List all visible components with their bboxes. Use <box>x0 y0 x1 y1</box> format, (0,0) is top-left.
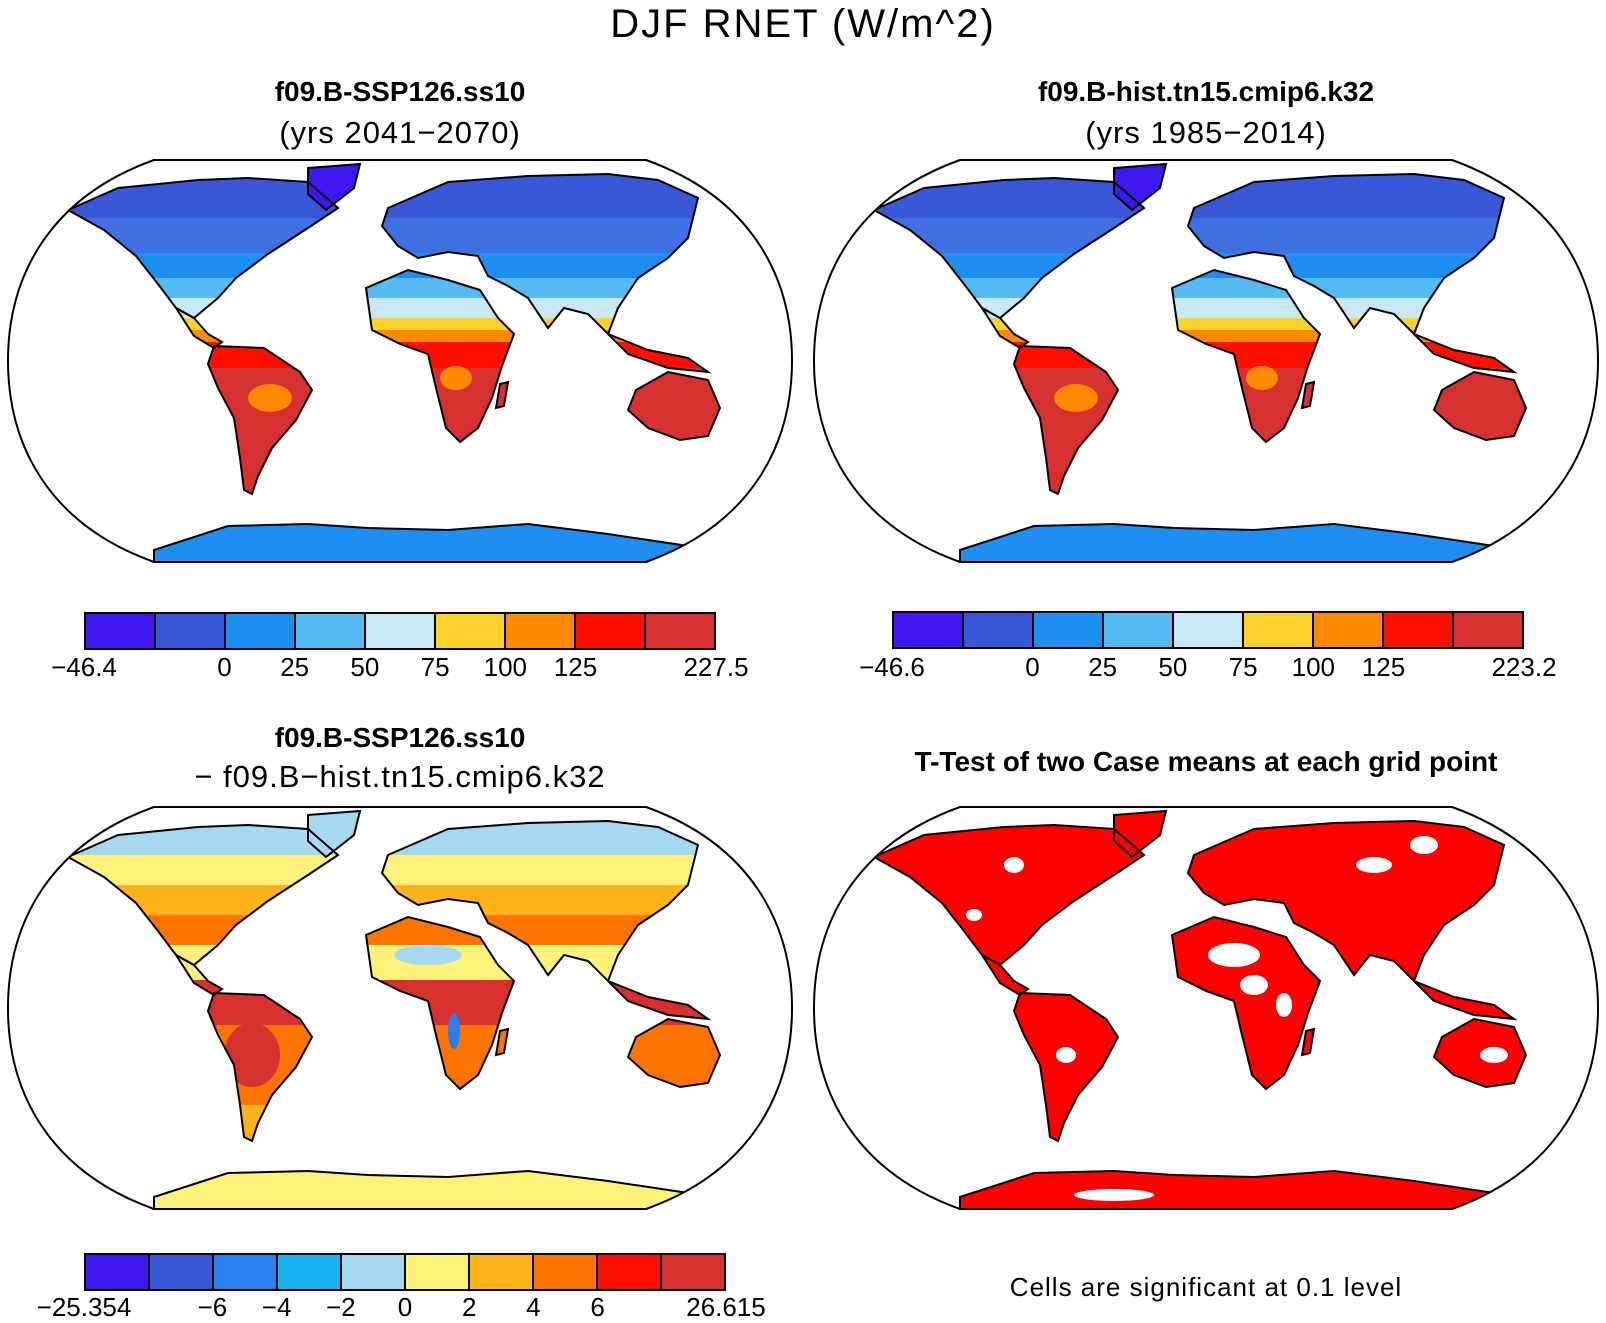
colorbar-swatch <box>894 613 964 647</box>
panel-1-title: f09.B-SSP126.ss10 <box>274 76 526 107</box>
colorbar-tick-label: 0 <box>1025 652 1040 682</box>
colorbar-tick-label: 25 <box>280 652 310 682</box>
map-frame <box>6 159 794 563</box>
coastlines <box>871 809 1528 1209</box>
colorbar-tick-label: −4 <box>261 1292 292 1322</box>
coastlines <box>871 162 1528 562</box>
panel-1-colorbar-labels: −46.4 0 25 50 75 100 125 227.5 <box>51 652 748 686</box>
colorbar-swatch <box>296 614 366 648</box>
colorbar-tick-label: 2 <box>461 1292 477 1322</box>
colorbar-swatch <box>470 1255 534 1289</box>
colorbar-swatch <box>366 614 436 648</box>
colorbar-tick-label: 100 <box>1291 652 1336 682</box>
figure-title: DJF RNET (W/m^2) <box>610 2 996 46</box>
panel-2-subtitle: (yrs 1985−2014) <box>1085 115 1327 150</box>
colorbar-swatch <box>226 614 296 648</box>
colorbar-swatch <box>406 1255 470 1289</box>
colorbar-swatch <box>662 1255 724 1289</box>
colorbar-swatch <box>1314 613 1384 647</box>
colorbar-swatch <box>646 614 714 648</box>
colorbar-swatch <box>576 614 646 648</box>
colorbar-swatch <box>598 1255 662 1289</box>
colorbar-swatch <box>436 614 506 648</box>
panel-3-colorbar <box>84 1253 726 1291</box>
colorbar-swatch <box>964 613 1034 647</box>
colorbar-tick-label: 223.2 <box>1491 652 1557 682</box>
colorbar-tick-label: −25.354 <box>36 1292 132 1322</box>
colorbar-tick-label: 125 <box>1361 652 1406 682</box>
coastlines <box>65 809 722 1209</box>
map-frame <box>812 159 1600 563</box>
colorbar-swatch <box>86 1255 150 1289</box>
colorbar-tick-label: −46.4 <box>51 652 117 682</box>
colorbar-tick-label: 0 <box>397 1292 413 1322</box>
panel-3-subtitle: − f09.B−hist.tn15.cmip6.k32 <box>194 759 606 794</box>
panel-1-map <box>6 159 794 563</box>
colorbar-swatch <box>150 1255 214 1289</box>
colorbar-tick-label: 4 <box>526 1292 541 1322</box>
panel-3-map <box>6 806 794 1210</box>
colorbar-tick-label: 100 <box>483 652 528 682</box>
panel-4-map <box>812 806 1600 1210</box>
colorbar-swatch <box>214 1255 278 1289</box>
panel-1-subtitle: (yrs 2041−2070) <box>279 115 521 150</box>
colorbar-swatch <box>1454 613 1522 647</box>
land-fill <box>68 164 720 562</box>
colorbar-swatch <box>1034 613 1104 647</box>
panel-2-map <box>812 159 1600 563</box>
colorbar-swatch <box>534 1255 598 1289</box>
colorbar-tick-label: 75 <box>420 652 450 682</box>
colorbar-tick-label: 0 <box>217 652 232 682</box>
colorbar-tick-label: −46.6 <box>859 652 925 682</box>
panel-3-title: f09.B-SSP126.ss10 <box>274 722 526 753</box>
panel-3-colorbar-labels: −25.354 −6 −4 −2 0 2 4 6 26.615 <box>37 1292 766 1322</box>
panel-4-significance-note: Cells are significant at 0.1 level <box>1009 1272 1403 1302</box>
colorbar-swatch <box>1104 613 1174 647</box>
colorbar-swatch <box>278 1255 342 1289</box>
colorbar-swatch <box>1174 613 1244 647</box>
panel-4-title: T-Test of two Case means at each grid po… <box>914 746 1498 777</box>
colorbar-tick-label: 125 <box>553 652 598 682</box>
colorbar-tick-label: 6 <box>590 1292 605 1322</box>
panel-2-title: f09.B-hist.tn15.cmip6.k32 <box>1037 76 1375 107</box>
colorbar-tick-label: −2 <box>325 1292 356 1322</box>
colorbar-swatch <box>86 614 156 648</box>
colorbar-tick-label: 50 <box>1158 652 1188 682</box>
map-frame <box>6 806 794 1210</box>
colorbar-swatch <box>1384 613 1454 647</box>
colorbar-tick-label: −6 <box>197 1292 228 1322</box>
land-fill <box>68 811 720 1209</box>
panel-1-colorbar <box>84 612 716 650</box>
colorbar-tick-label: 75 <box>1228 652 1258 682</box>
coastlines <box>65 162 722 562</box>
land-fill <box>874 164 1526 562</box>
panel-2-colorbar-labels: −46.6 0 25 50 75 100 125 223.2 <box>859 652 1556 686</box>
map-frame <box>812 806 1600 1210</box>
land-fill <box>874 811 1526 1209</box>
colorbar-swatch <box>156 614 226 648</box>
colorbar-swatch <box>1244 613 1314 647</box>
colorbar-tick-label: 25 <box>1088 652 1118 682</box>
colorbar-tick-label: 50 <box>350 652 380 682</box>
colorbar-tick-label: 227.5 <box>683 652 749 682</box>
colorbar-tick-label: 26.615 <box>686 1292 766 1322</box>
colorbar-swatch <box>342 1255 406 1289</box>
panel-2-colorbar <box>892 611 1524 649</box>
colorbar-swatch <box>506 614 576 648</box>
